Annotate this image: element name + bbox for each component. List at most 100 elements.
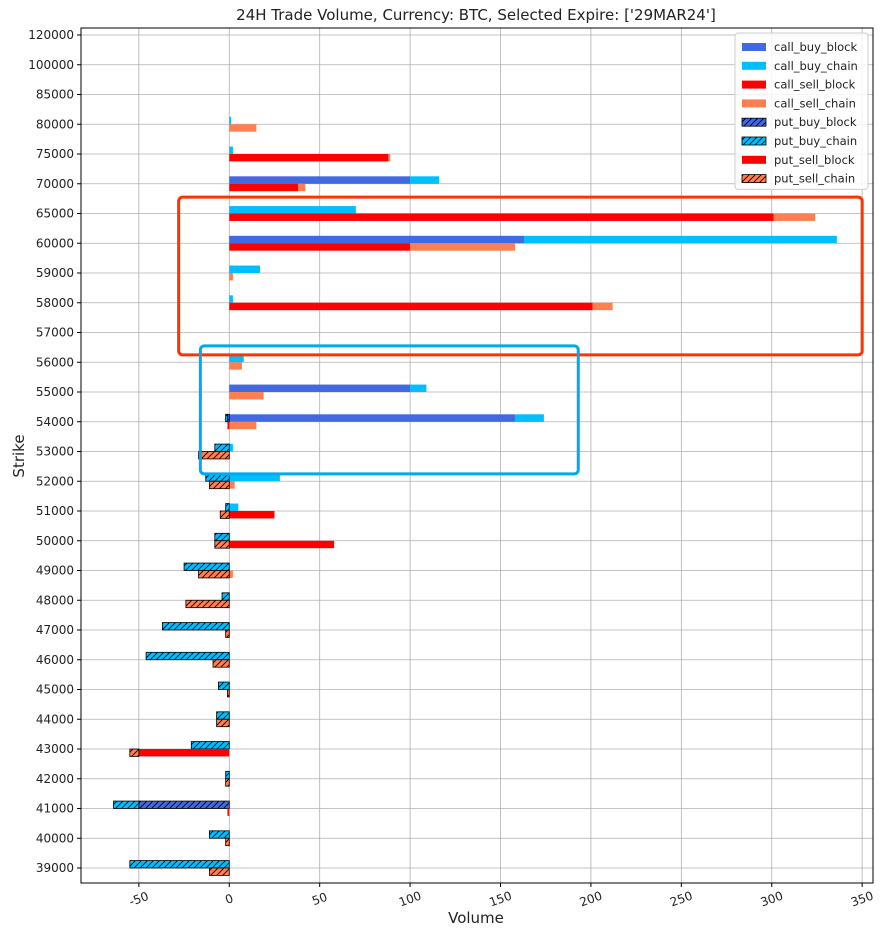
bar-call_sell_chain (229, 570, 233, 578)
y-tick-label: 100000 (28, 58, 74, 72)
bar-hatch-put_buy_chain (205, 473, 230, 482)
bar-call_sell_chain (229, 392, 264, 400)
bar-call_buy_block (229, 235, 525, 244)
legend-label: call_buy_chain (774, 59, 858, 73)
bar-call_sell_chain (297, 183, 306, 192)
legend-swatch-hatch (742, 174, 766, 183)
y-tick-label: 44000 (36, 712, 74, 726)
bar-call_buy_chain (229, 354, 244, 363)
legend-label: put_sell_chain (774, 172, 855, 186)
bar-call_buy_chain (410, 384, 427, 392)
bar-hatch-put_sell_chain (225, 630, 230, 638)
legend-label: put_buy_block (774, 115, 857, 129)
bar-hatch-put_buy_block (227, 414, 230, 422)
bar-hatch-put_buy_chain (129, 860, 230, 868)
y-tick-label: 58000 (36, 296, 74, 310)
bar-hatch-put_buy_chain (113, 801, 139, 809)
y-tick-label: 50000 (36, 534, 74, 548)
bar-call_sell_chain (592, 302, 613, 311)
bar-hatch-put_buy_chain (225, 414, 228, 422)
bar-call_buy_chain (524, 235, 837, 244)
bar-hatch-put_buy_chain (209, 830, 230, 839)
bar-call_buy_chain (229, 265, 261, 273)
bar-call_buy_block (229, 176, 411, 184)
bar-hatch-put_buy_chain (225, 503, 230, 511)
legend-label: call_sell_block (774, 78, 856, 92)
chart-title: 24H Trade Volume, Currency: BTC, Selecte… (236, 6, 716, 24)
x-tick-label: 300 (759, 889, 785, 910)
y-tick-label: 65000 (36, 207, 74, 221)
y-tick-label: 52000 (36, 474, 74, 488)
legend-swatch (742, 80, 766, 89)
legend-swatch (742, 155, 766, 164)
bar-hatch-put_sell_chain (198, 570, 230, 578)
bar-hatch-put_buy_chain (162, 622, 230, 630)
bar-hatch-put_buy_chain (146, 652, 230, 660)
x-ticks: -50 0 50 100 150 200 250 300 350 (127, 883, 875, 909)
bar-call_sell_chain (388, 154, 391, 162)
y-tick-label: 60000 (36, 236, 74, 250)
bar-call_sell_block (229, 243, 411, 251)
bar-hatch-put_buy_chain (214, 444, 230, 452)
y-tick-label: 85000 (36, 88, 74, 102)
bar-call_sell_block (229, 183, 298, 192)
y-tick-label: 48000 (36, 593, 74, 607)
bar-hatch-put_buy_chain (218, 682, 230, 690)
legend-label: put_buy_chain (774, 134, 857, 148)
plot-frame (80, 27, 874, 884)
y-axis-label: Strike (10, 434, 28, 477)
bar-hatch-put_buy_chain (184, 563, 230, 571)
y-tick-label: 45000 (36, 683, 74, 697)
bar-hatch-put_buy_chain (191, 741, 230, 749)
y-tick-label: 57000 (36, 326, 74, 340)
bar-call_sell_chain (229, 124, 257, 132)
bar-hatch-put_sell_chain (227, 689, 230, 697)
y-tick-label: 55000 (36, 385, 74, 399)
bar-call_buy_chain (229, 116, 232, 125)
legend-swatch-hatch (742, 137, 766, 145)
bar-call_sell_chain (229, 421, 257, 430)
y-tick-label: 43000 (36, 742, 74, 756)
bar-hatch-put_sell_chain (198, 451, 230, 459)
bar-hatch-put_sell_chain (209, 868, 230, 876)
bar-call_sell_block (229, 302, 593, 311)
y-tick-label: 80000 (36, 117, 74, 131)
legend-swatch (742, 99, 766, 108)
bar-hatch-put_buy_chain (214, 533, 230, 541)
bar-call_sell_chain (773, 213, 816, 221)
bar-call_sell_block (229, 154, 389, 162)
legend-swatch (742, 61, 766, 70)
x-tick-label: 200 (578, 889, 604, 910)
legend-label: call_sell_chain (774, 96, 856, 110)
bar-put_sell_block (227, 421, 230, 430)
legend-box (734, 32, 869, 190)
bar-call_buy_chain (514, 414, 544, 422)
bar-call_buy_chain (229, 503, 239, 511)
bar-hatch-put_sell_chain (216, 719, 230, 727)
bar-hatch-put_sell_chain (213, 659, 230, 668)
legend: call_buy_block call_buy_chain call_sell_bl… (734, 32, 869, 190)
y-tick-label: 49000 (36, 564, 74, 578)
legend-label: put_sell_block (774, 153, 855, 167)
x-tick-label: 350 (849, 889, 875, 910)
bar-call_buy_chain (229, 295, 233, 303)
bar-hatch-put_sell_chain (209, 481, 230, 489)
x-tick-label: 250 (668, 889, 694, 910)
bar-hatch-put_buy_block (138, 801, 230, 809)
annotation-rectangle (198, 344, 580, 476)
annotation-rectangle (177, 195, 864, 357)
annotations-layer (177, 195, 864, 476)
bar-hatch-put_sell_chain (129, 749, 139, 757)
x-tick-label: 0 (223, 891, 235, 907)
bar-hatch-put_sell_chain (225, 838, 230, 846)
bar-hatch-put_sell_chain (220, 511, 230, 519)
y-tick-label: 42000 (36, 772, 74, 786)
bar-call_buy_chain (229, 146, 233, 154)
bar-hatch-put_sell_chain (225, 778, 230, 787)
y-tick-label: 40000 (36, 831, 74, 845)
y-tick-label: 51000 (36, 504, 74, 518)
bar-call_buy_chain (229, 473, 280, 482)
legend-label: call_buy_block (774, 40, 858, 54)
bar-call_sell_chain (229, 362, 242, 370)
y-tick-label: 75000 (36, 147, 74, 161)
